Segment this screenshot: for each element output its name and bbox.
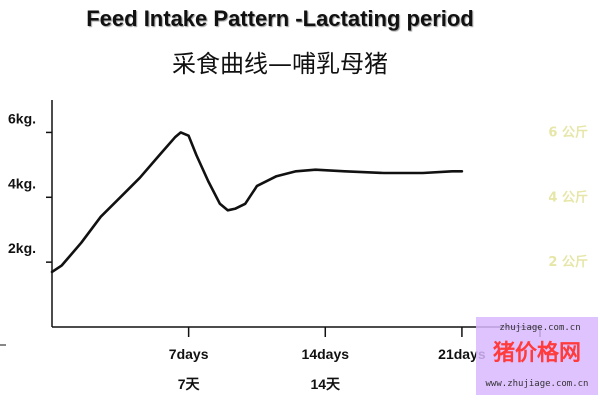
right-label: 6 公斤 xyxy=(548,124,588,140)
watermark: 猪价格网 www.zhujiage.com.cn zhujiage.com.cn xyxy=(476,317,598,395)
tick-labels: 2kg. 4kg. 6kg. 7days 7天 14days 14天 21days xyxy=(8,110,486,392)
x-tick-label: 14days xyxy=(302,346,350,362)
axes xyxy=(0,100,541,346)
x-tick-label-cn: 7天 xyxy=(178,376,201,392)
watermark-text: 猪价格网 xyxy=(493,340,581,366)
right-label: 2 公斤 xyxy=(548,254,588,270)
feed-intake-line xyxy=(50,131,464,274)
x-tick-label-cn: 14天 xyxy=(310,376,341,392)
right-labels: 6 公斤 4 公斤 2 公斤 xyxy=(548,124,588,270)
series-layer xyxy=(50,131,464,274)
x-tick-label: 21days xyxy=(438,346,486,362)
watermark-faint: zhujiage.com.cn xyxy=(499,323,580,333)
chart-title: Feed Intake Pattern -Lactating period xyxy=(86,6,474,31)
x-tick-label: 7days xyxy=(169,346,209,362)
y-tick-label: 2kg. xyxy=(8,240,36,256)
right-label: 4 公斤 xyxy=(548,189,588,205)
chart-subtitle: 采食曲线—哺乳母猪 xyxy=(172,50,388,78)
y-tick-label: 6kg. xyxy=(8,110,36,126)
y-tick-label: 4kg. xyxy=(8,175,36,191)
watermark-url: www.zhujiage.com.cn xyxy=(486,379,589,389)
watermark-box xyxy=(476,317,598,395)
